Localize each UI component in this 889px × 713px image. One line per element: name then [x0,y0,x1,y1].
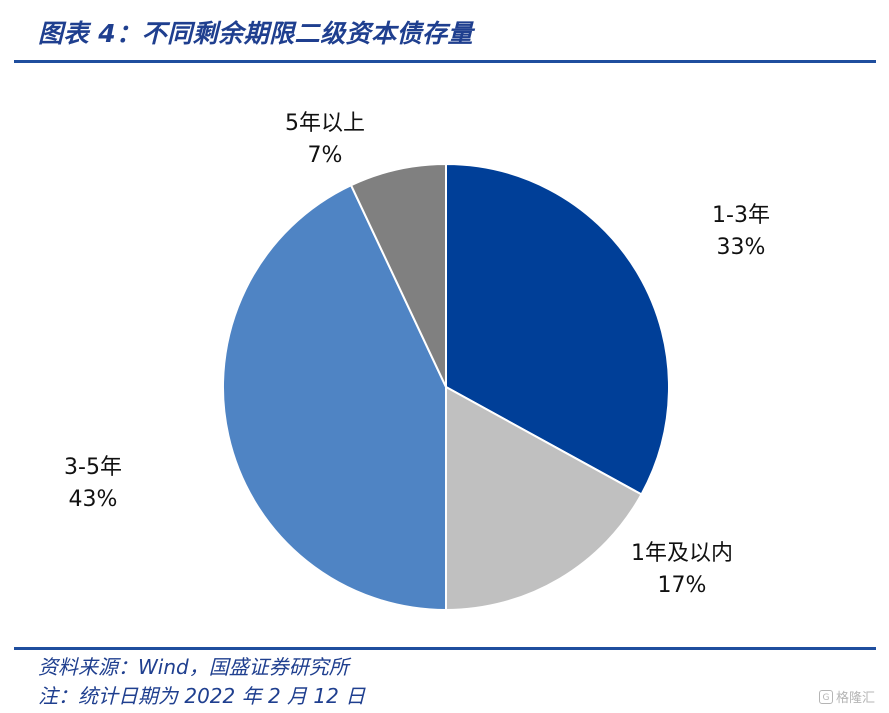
watermark-logo-icon: G [818,689,833,704]
pie-slice-1 [445,385,643,612]
footer-divider [14,647,876,650]
slice-name: 5年以上 [285,111,365,136]
pie-slice-2 [222,183,447,612]
slice-percent: 43% [68,487,118,512]
pie-slice-0 [445,162,670,496]
slice-percent: 33% [716,235,766,260]
date-note: 注：统计日期为 2022 年 2 月 12 日 [38,684,366,708]
source-note: 资料来源：Wind，国盛证券研究所 [38,655,349,679]
watermark: G 格隆汇 [818,687,875,706]
chart-title: 图表 4：不同剩余期限二级资本债存量 [38,19,474,48]
watermark-text: 格隆汇 [835,691,875,706]
slice-name: 1-3年 [712,203,770,228]
slice-label-1: 1年及以内 17% [631,538,733,602]
slice-label-3: 5年以上 7% [285,108,365,172]
slice-percent: 7% [307,143,343,168]
slice-name: 1年及以内 [631,541,733,566]
slice-name: 3-5年 [64,455,122,480]
slice-label-0: 1-3年 33% [712,200,770,264]
slice-percent: 17% [657,573,707,598]
title-divider [14,60,876,63]
slice-label-2: 3-5年 43% [64,452,122,516]
pie-slice-3 [349,162,447,388]
